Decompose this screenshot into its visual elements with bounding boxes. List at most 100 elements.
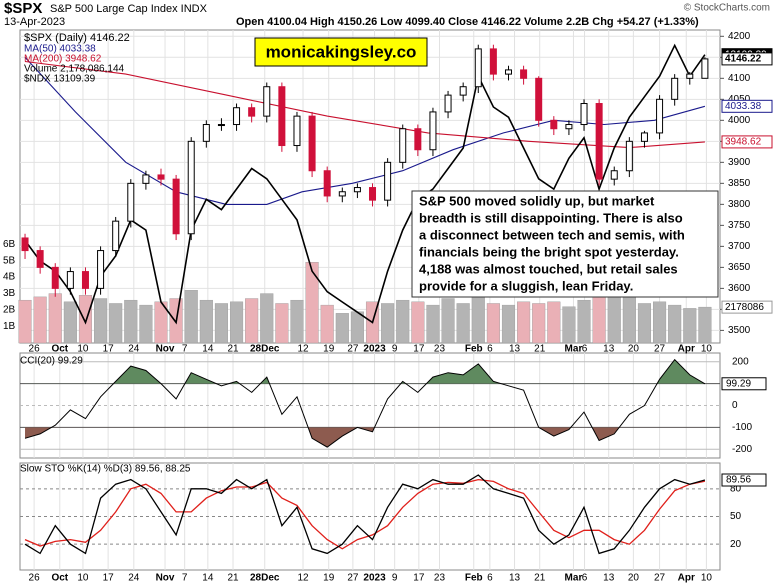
y-tick-label: -200 <box>732 444 752 455</box>
candle-body <box>66 271 74 289</box>
x-tick-label: 14 <box>202 573 214 584</box>
legend-entry: Volume 2,178,086,144 <box>24 64 125 75</box>
volume-tick-label: 5B <box>3 255 16 266</box>
x-tick-label: 17 <box>103 573 115 584</box>
volume-bar <box>486 303 500 344</box>
candle-body <box>112 220 120 252</box>
volume-bar <box>94 298 108 344</box>
date: 13-Apr-2023 <box>4 16 65 28</box>
x-tick-label: 27 <box>654 573 666 584</box>
x-tick-label: 19 <box>323 573 335 584</box>
x-tick-label: 21 <box>227 344 239 355</box>
candle-body <box>353 187 361 193</box>
x-tick-label: Apr <box>678 573 695 584</box>
candle-body <box>656 98 664 134</box>
volume-bar <box>48 293 62 344</box>
last-value-label: 4033.38 <box>725 101 762 112</box>
x-tick-label: Feb <box>465 573 483 584</box>
volume-bar <box>214 303 228 344</box>
x-tick-label: 27 <box>347 573 359 584</box>
x-tick-label: Mar <box>565 344 583 355</box>
x-tick-label: 6 <box>582 344 588 355</box>
volume-bar <box>245 298 259 344</box>
y-tick-label: 50 <box>730 511 742 522</box>
cci-line <box>24 358 706 448</box>
y-tick-label: 4200 <box>728 31 751 42</box>
volume-bar <box>698 306 712 344</box>
x-tick-label: Nov <box>156 344 175 355</box>
legend-entry: MA(50) 4033.38 <box>24 44 96 55</box>
x-tick-label: 6 <box>487 573 493 584</box>
candle-body <box>640 132 648 142</box>
volume-bar <box>653 301 667 344</box>
candle-body <box>263 86 271 117</box>
y-tick-label: 4050 <box>728 94 751 105</box>
candle-body <box>278 86 286 147</box>
y-tick-label: 3600 <box>728 283 751 294</box>
y-tick-label: 200 <box>732 356 749 367</box>
x-tick-label: 21 <box>534 344 546 355</box>
last-value-box <box>721 473 767 487</box>
watermark-box <box>254 37 428 67</box>
volume-bar <box>124 299 138 344</box>
volume-tick-label: 3B <box>3 288 16 299</box>
last-value-box <box>721 99 773 113</box>
volume-bar <box>275 303 289 344</box>
x-tick-label: 14 <box>202 344 214 355</box>
candle-body <box>595 103 603 180</box>
volume-bar <box>471 295 485 344</box>
y-tick-label: 20 <box>730 539 742 550</box>
x-tick-label: 12 <box>297 344 309 355</box>
volume-bar <box>199 299 213 344</box>
legend-entry: $SPX (Daily) 4146.22 <box>24 32 130 44</box>
x-tick-label: 19 <box>323 344 335 355</box>
y-tick-label: 0 <box>732 400 738 411</box>
volume-bar <box>335 313 349 344</box>
panel-title: Slow STO %K(14) %D(3) 89.56, 88.25 <box>20 464 191 475</box>
candle-body <box>248 107 256 117</box>
x-tick-label: 13 <box>603 573 615 584</box>
candle-body <box>535 77 543 121</box>
candle-body <box>550 119 558 130</box>
candle-body <box>293 115 301 147</box>
annotation-line: breadth is still disappointing. There is… <box>419 210 683 225</box>
x-tick-label: 20 <box>628 344 640 355</box>
x-tick-label: 17 <box>413 344 425 355</box>
volume-bar <box>668 304 682 344</box>
candle-body <box>580 103 588 126</box>
candle-body <box>157 174 165 180</box>
last-value-box <box>721 377 767 391</box>
candle-body <box>187 140 195 235</box>
x-tick-label: 24 <box>128 344 140 355</box>
quote: Open 4100.04 High 4150.26 Low 4099.40 Cl… <box>236 16 699 28</box>
candle-body <box>459 86 467 96</box>
last-value-label: 4146.22 <box>725 54 762 65</box>
volume-bar <box>290 299 304 344</box>
x-tick-label: 17 <box>103 344 115 355</box>
candle-body <box>625 140 633 172</box>
x-tick-label: 28Dec <box>250 573 280 584</box>
x-tick-label: 9 <box>392 344 398 355</box>
x-tick-label: Mar <box>565 573 583 584</box>
legend: $SPX (Daily) 4146.22 MA(50) 4033.38 MA(2… <box>24 32 130 85</box>
volume-bar <box>441 298 455 344</box>
candle-body <box>323 170 331 197</box>
candle-body <box>399 128 407 163</box>
x-tick-label: 12 <box>297 573 309 584</box>
candle-body <box>81 271 89 289</box>
annotation: S&P 500 moved solidly up, but market brea… <box>419 193 685 293</box>
last-value-box <box>721 300 773 314</box>
x-tick-label: 13 <box>603 344 615 355</box>
x-tick-label: 27 <box>347 344 359 355</box>
watermark: monicakingsley.co <box>266 42 417 61</box>
candle-body <box>701 58 709 79</box>
x-tick-label: 6 <box>582 573 588 584</box>
y-tick-label: 3650 <box>728 262 751 273</box>
x-tick-label: 27 <box>654 344 666 355</box>
candle-body <box>565 124 573 130</box>
candle-body <box>172 178 180 235</box>
candle-body <box>308 115 316 172</box>
last-value-label: 3948.62 <box>725 137 762 148</box>
annotation-line: financials being the bright spot yesterd… <box>419 244 679 259</box>
x-tick-label: 2023 <box>363 573 386 584</box>
